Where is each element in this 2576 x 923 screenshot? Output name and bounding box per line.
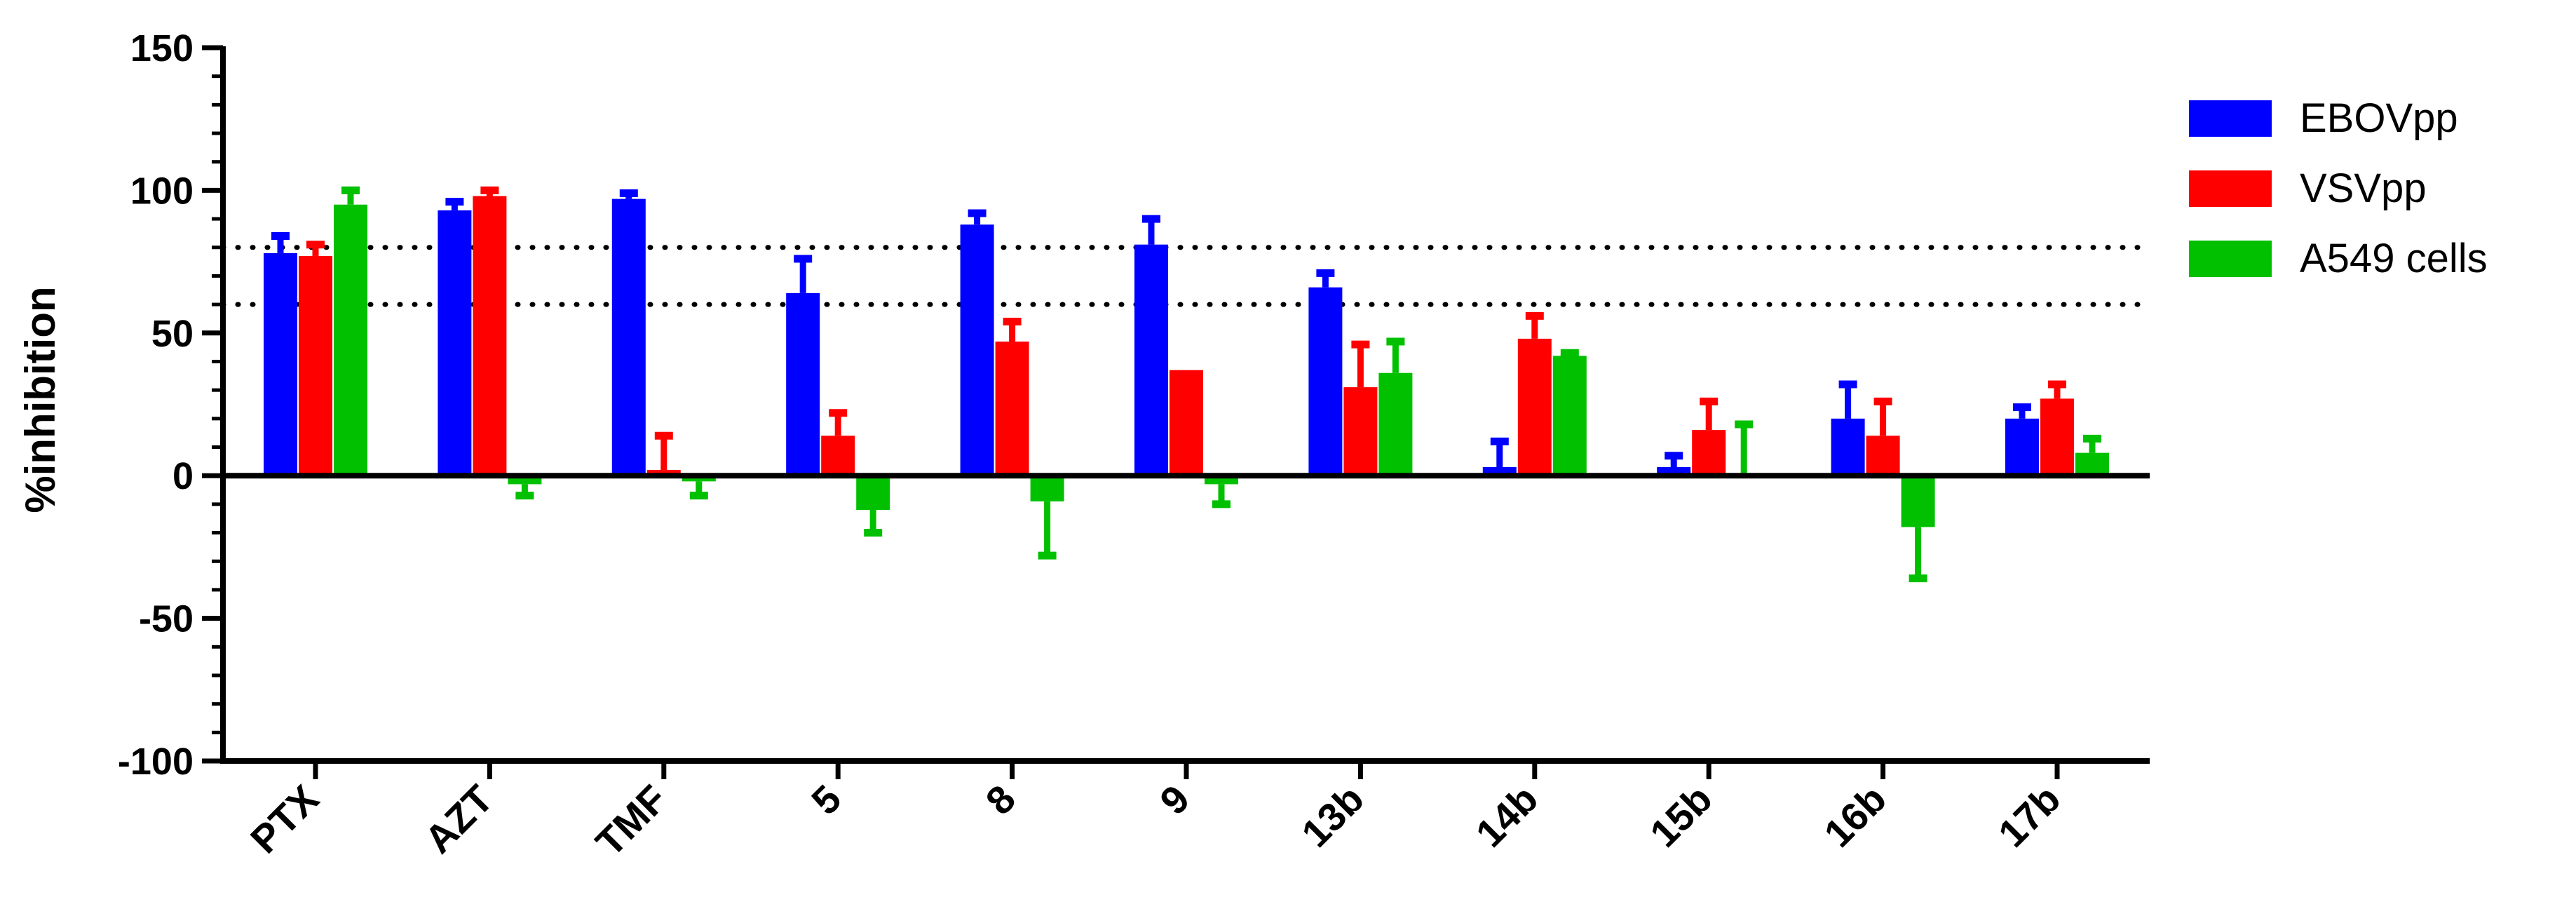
- bar: [1552, 356, 1587, 476]
- bar: [2040, 398, 2074, 476]
- bar: [1030, 476, 1064, 501]
- x-tick-label: TMF: [587, 776, 675, 865]
- bar: [2005, 418, 2039, 476]
- legend-label: VSVpp: [2300, 166, 2427, 211]
- bar: [1378, 372, 1413, 476]
- bar: [299, 255, 332, 476]
- bar: [682, 476, 716, 482]
- y-tick-label: -100: [118, 741, 194, 783]
- bar: [438, 210, 472, 476]
- bar: [473, 196, 507, 476]
- legend: EBOVpp VSVpp A549 cells: [2189, 95, 2488, 281]
- x-tick-label: 16b: [1815, 776, 1894, 856]
- x-tick-label: 8: [977, 776, 1024, 823]
- y-tick-label: 50: [151, 313, 194, 355]
- bar: [1831, 418, 1865, 476]
- bar: [960, 224, 994, 476]
- bar: [611, 198, 646, 476]
- bar: [646, 470, 681, 476]
- bars: [264, 186, 2109, 583]
- x-tick-label: 9: [1151, 776, 1198, 823]
- bar: [995, 342, 1029, 476]
- x-tick-label: 15b: [1641, 776, 1721, 856]
- x-tick-label: 5: [803, 776, 850, 823]
- bar: [1517, 338, 1552, 476]
- x-tick-label: AZT: [416, 776, 501, 862]
- y-tick-label: 0: [172, 455, 194, 497]
- x-tick-label: 13b: [1293, 776, 1372, 856]
- bar: [1866, 436, 1900, 476]
- y-axis-title: %inhibition: [17, 286, 64, 513]
- bar: [786, 292, 820, 476]
- reference-lines: [220, 245, 2153, 307]
- bar: [2075, 452, 2109, 476]
- bar: [334, 204, 367, 476]
- legend-swatch: [2189, 170, 2272, 207]
- bar: [821, 436, 855, 476]
- legend-label: EBOVpp: [2300, 95, 2458, 141]
- y-tick-label: 100: [130, 170, 194, 212]
- bar: [1692, 430, 1726, 476]
- legend-swatch: [2189, 241, 2272, 277]
- bar: [1170, 370, 1203, 476]
- x-tick-label: 17b: [1990, 776, 2069, 856]
- bar: [264, 252, 297, 476]
- x-tick-label: PTX: [242, 776, 327, 862]
- y-tick-label: 150: [130, 27, 194, 69]
- x-tick-label: 14b: [1467, 776, 1547, 856]
- bar: [1308, 287, 1343, 476]
- legend-swatch: [2189, 100, 2272, 137]
- bar: [1134, 244, 1168, 476]
- y-tick-label: -50: [139, 598, 194, 640]
- bar: [856, 476, 890, 511]
- legend-label: A549 cells: [2300, 236, 2488, 281]
- bar: [1901, 476, 1935, 527]
- bar: [1343, 387, 1378, 476]
